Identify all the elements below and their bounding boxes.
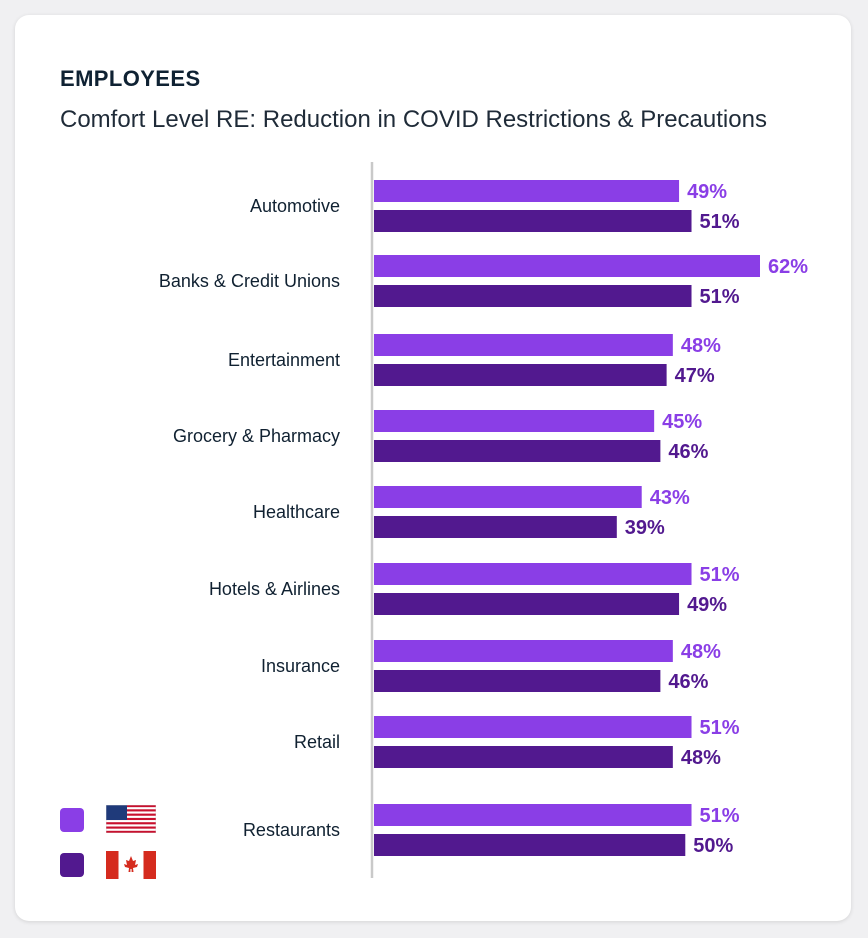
data-label-us: 48% <box>681 335 721 357</box>
category-label: Hotels & Airlines <box>209 579 340 599</box>
category-label: Automotive <box>250 196 340 216</box>
bar-canada <box>374 440 661 462</box>
data-label-canada: 39% <box>625 517 665 539</box>
category-label: Grocery & Pharmacy <box>173 426 340 446</box>
category-label: Healthcare <box>253 502 340 522</box>
bar-us <box>374 180 680 202</box>
bar-us <box>374 410 655 432</box>
data-label-us: 62% <box>768 256 808 278</box>
category-label: Entertainment <box>228 350 340 370</box>
data-label-us: 51% <box>700 564 740 586</box>
category-label: Banks & Credit Unions <box>159 271 340 291</box>
bar-us <box>374 255 760 277</box>
data-label-us: 49% <box>687 181 727 203</box>
data-label-us: 43% <box>650 487 690 509</box>
data-label-canada: 51% <box>700 211 740 233</box>
canada-flag-icon <box>106 851 156 884</box>
bar-us <box>374 804 692 826</box>
bar-us <box>374 563 692 585</box>
data-label-us: 51% <box>700 717 740 739</box>
bar-us <box>374 486 642 508</box>
bar-canada <box>374 670 661 692</box>
data-label-canada: 47% <box>675 365 715 387</box>
bar-canada <box>374 210 692 232</box>
data-label-canada: 46% <box>668 671 708 693</box>
bar-us <box>374 716 692 738</box>
legend-swatch-us <box>60 808 84 832</box>
data-label-canada: 46% <box>668 441 708 463</box>
bar-canada <box>374 285 692 307</box>
bar-canada <box>374 516 617 538</box>
bar-us <box>374 640 673 662</box>
bar-canada <box>374 593 680 615</box>
legend-swatch-canada <box>60 853 84 877</box>
data-label-canada: 48% <box>681 747 721 769</box>
chart-card <box>15 15 851 921</box>
data-label-canada: 49% <box>687 594 727 616</box>
category-label: Retail <box>294 732 340 752</box>
bar-us <box>374 334 673 356</box>
data-label-us: 51% <box>700 805 740 827</box>
bar-canada <box>374 364 667 386</box>
us-flag-icon <box>105 804 157 838</box>
bar-canada <box>374 746 673 768</box>
chart-subtitle: Comfort Level RE: Reduction in COVID Res… <box>60 106 767 133</box>
bar-canada <box>374 834 686 856</box>
data-label-canada: 50% <box>693 835 733 857</box>
chart-title: EMPLOYEES <box>60 66 201 91</box>
category-label: Restaurants <box>243 820 340 840</box>
category-label: Insurance <box>261 656 340 676</box>
data-label-canada: 51% <box>700 286 740 308</box>
data-label-us: 48% <box>681 641 721 663</box>
data-label-us: 45% <box>662 411 702 433</box>
